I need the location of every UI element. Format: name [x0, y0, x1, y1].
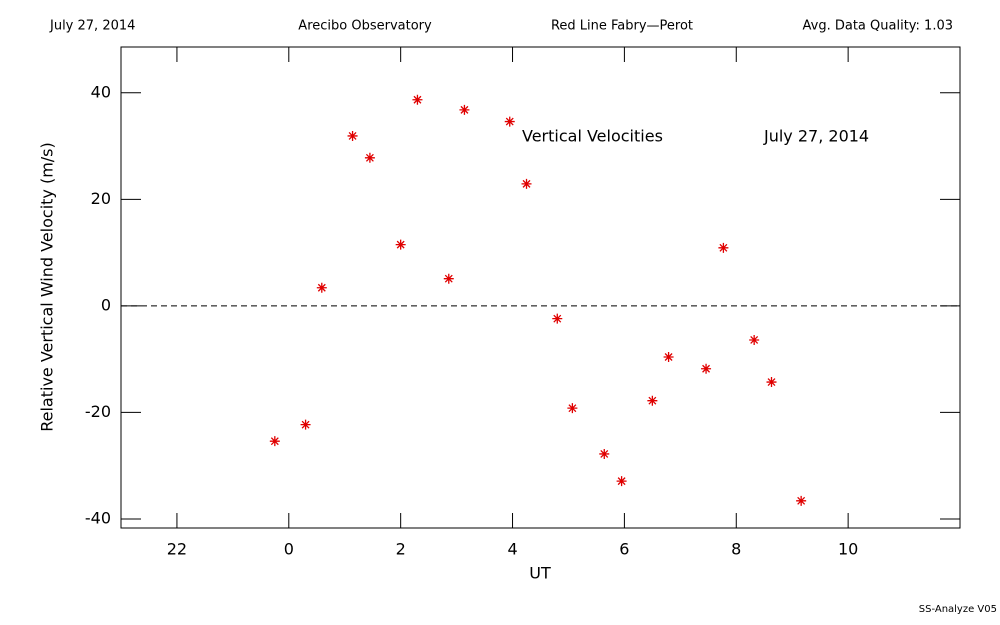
y-tick-label: -20	[85, 402, 111, 421]
point	[616, 476, 627, 487]
y-tick-label: 20	[91, 189, 111, 208]
point	[567, 403, 578, 414]
y-axis-label: Relative Vertical Wind Velocity (m/s)	[38, 142, 57, 432]
y-tick-label: 0	[101, 295, 111, 314]
point	[552, 313, 563, 324]
plot-frame	[120, 46, 961, 529]
point	[459, 104, 470, 115]
point	[504, 116, 515, 127]
header-date: July 27, 2014	[49, 19, 135, 34]
point	[364, 152, 375, 163]
header-instrument: Red Line Fabry—Perot	[551, 19, 693, 34]
y-tick-label: 40	[91, 82, 111, 101]
annotation: July 27, 2014	[763, 127, 869, 146]
x-axis-label: UT	[529, 564, 551, 583]
header-site: Arecibo Observatory	[298, 19, 432, 34]
point	[316, 282, 327, 293]
point	[269, 436, 280, 447]
point	[766, 377, 777, 388]
x-tick-label: 0	[284, 540, 294, 559]
point	[412, 94, 423, 105]
x-tick-label: 2	[396, 540, 406, 559]
y-tick-label: -40	[85, 508, 111, 527]
point	[395, 239, 406, 250]
x-tick-label: 22	[167, 540, 187, 559]
point	[718, 242, 729, 253]
point	[521, 178, 532, 189]
x-tick-label: 8	[731, 540, 741, 559]
annotation: Vertical Velocities	[522, 127, 663, 146]
header-quality: Avg. Data Quality: 1.03	[803, 19, 953, 34]
point	[647, 395, 658, 406]
point	[300, 419, 311, 430]
point	[599, 448, 610, 459]
x-tick-label: 10	[838, 540, 858, 559]
footer: SS-Analyze V05	[919, 604, 997, 615]
point	[796, 495, 807, 506]
point	[347, 130, 358, 141]
x-tick-label: 4	[507, 540, 517, 559]
x-tick-label: 6	[619, 540, 629, 559]
point	[663, 352, 674, 363]
point	[701, 363, 712, 374]
point	[749, 334, 760, 345]
point	[443, 273, 454, 284]
